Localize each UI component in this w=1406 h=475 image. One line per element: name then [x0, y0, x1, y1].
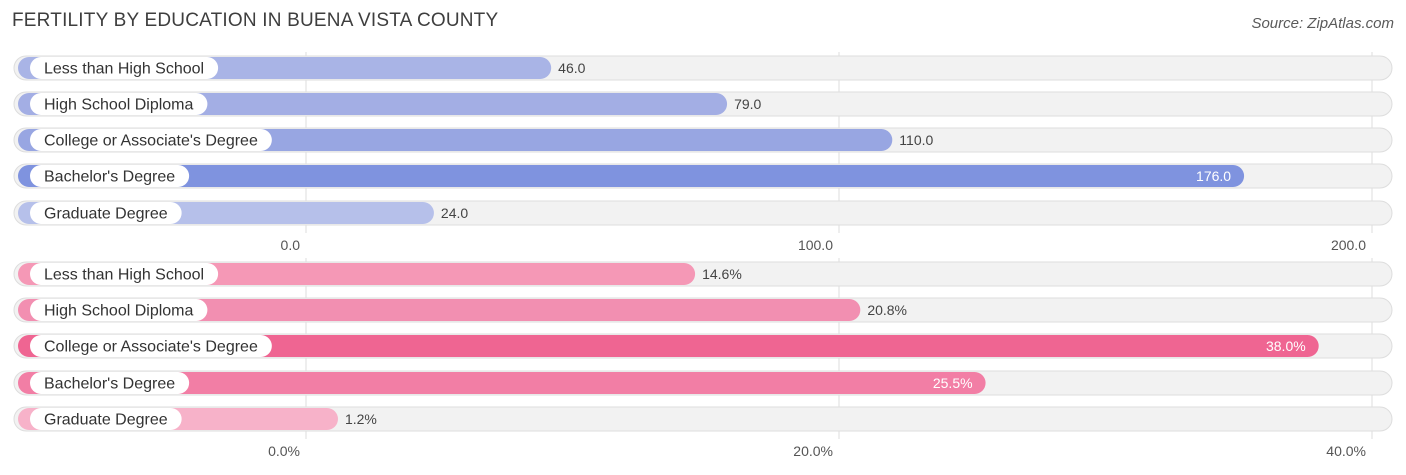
value-label: 24.0	[441, 205, 468, 221]
category-label: Less than High School	[44, 267, 204, 284]
tick-label: 0.0%	[268, 443, 300, 459]
value-label: 1.2%	[345, 411, 377, 427]
source-label: Source: ZipAtlas.com	[1251, 15, 1394, 32]
category-label: Graduate Degree	[44, 206, 168, 223]
category-pill	[30, 93, 208, 115]
value-label: 79.0	[734, 96, 761, 112]
value-label: 25.5%	[933, 375, 973, 391]
category-label: Less than High School	[44, 61, 204, 78]
category-pill	[30, 202, 182, 224]
category-label: High School Diploma	[44, 97, 194, 114]
value-label: 20.8%	[867, 302, 907, 318]
category-pill	[30, 408, 182, 430]
category-label: College or Associate's Degree	[44, 133, 258, 150]
category-label: Bachelor's Degree	[44, 376, 175, 393]
bar	[18, 335, 1319, 357]
bar-track	[13, 406, 1393, 432]
value-label: 46.0	[558, 60, 585, 76]
value-label: 14.6%	[702, 266, 742, 282]
category-label: High School Diploma	[44, 303, 194, 320]
category-pill	[30, 263, 219, 285]
category-pill	[30, 372, 190, 394]
category-pill	[30, 57, 219, 79]
tick-label: 20.0%	[793, 443, 833, 459]
tick-label: 40.0%	[1326, 443, 1366, 459]
category-pill	[30, 165, 190, 187]
bar	[18, 165, 1245, 187]
value-label: 176.0	[1196, 168, 1231, 184]
category-label: College or Associate's Degree	[44, 339, 258, 356]
tick-label: 0.0	[281, 237, 301, 253]
bar	[18, 372, 986, 394]
category-pill	[30, 335, 272, 357]
chart-title: FERTILITY BY EDUCATION IN BUENA VISTA CO…	[12, 10, 499, 31]
category-label: Bachelor's Degree	[44, 169, 175, 186]
category-pill	[30, 299, 208, 321]
tick-label: 200.0	[1331, 237, 1366, 253]
value-label: 38.0%	[1266, 338, 1306, 354]
bar	[18, 299, 861, 321]
tick-label: 100.0	[798, 237, 833, 253]
category-pill	[30, 129, 272, 151]
value-label: 110.0	[899, 132, 933, 148]
category-label: Graduate Degree	[44, 412, 168, 429]
